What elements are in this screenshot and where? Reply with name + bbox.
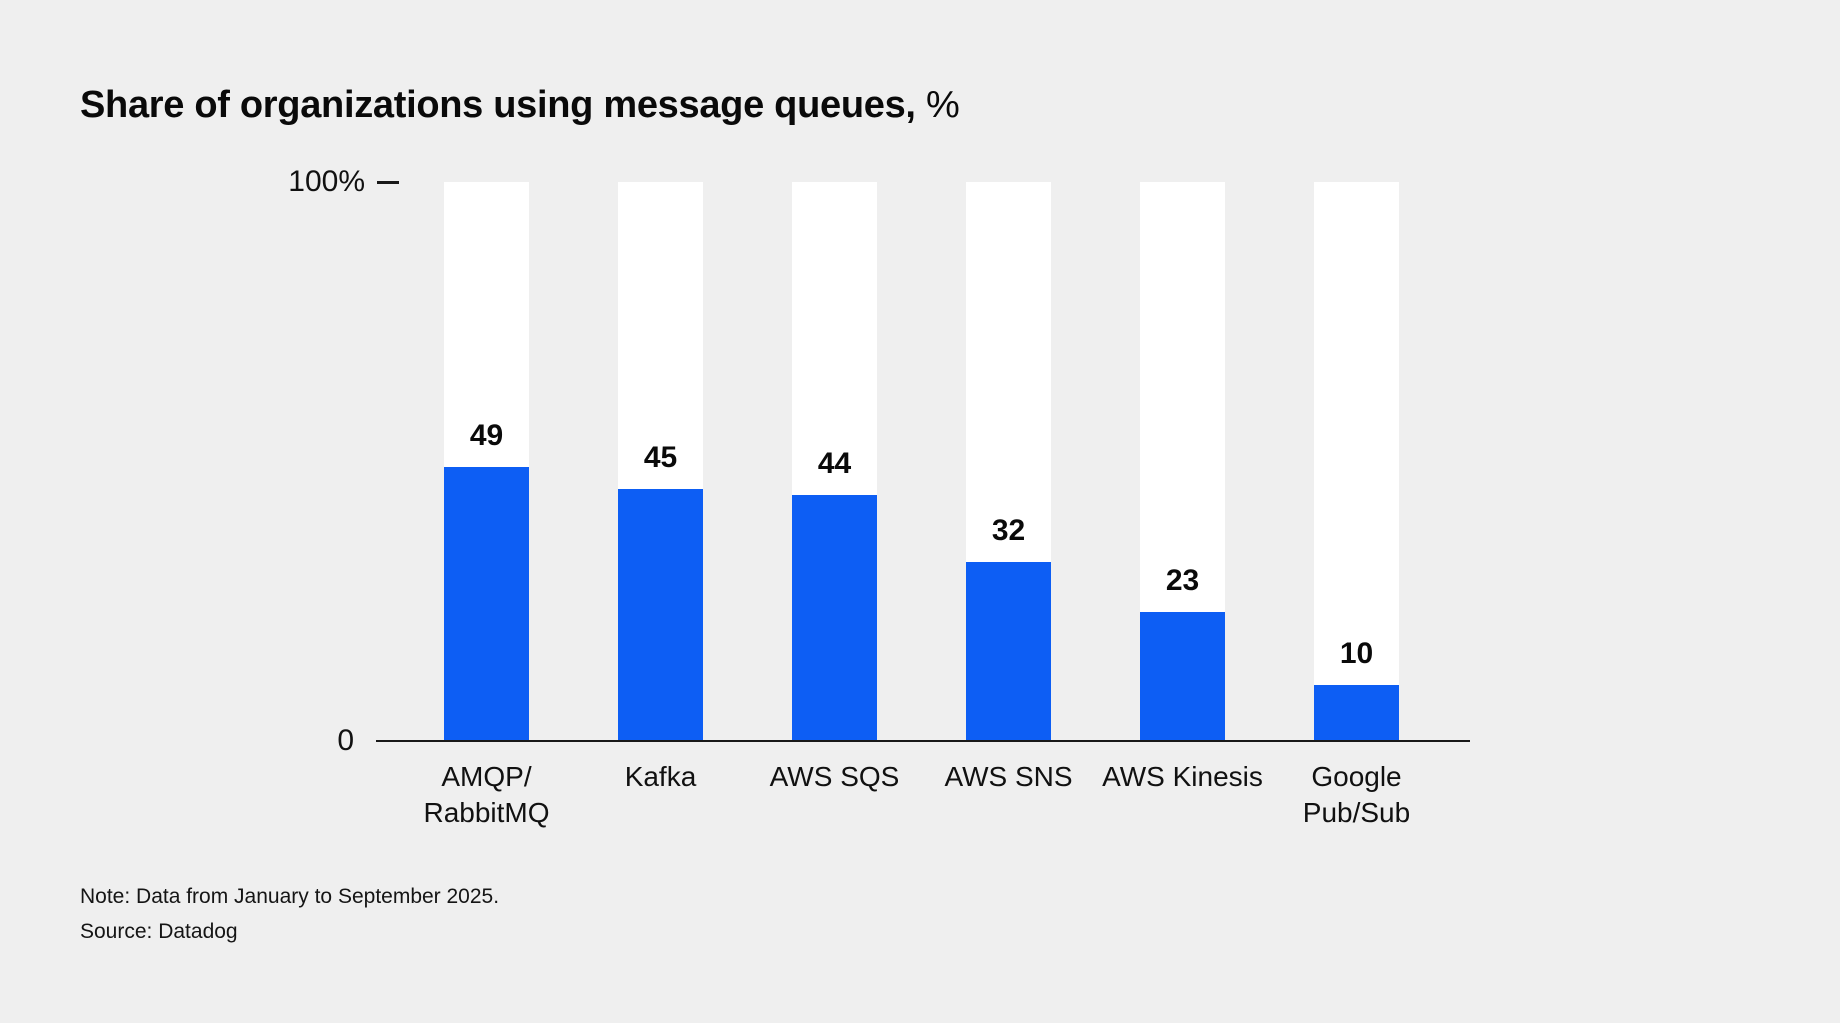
bar-track: 10 Google Pub/Sub — [1303, 182, 1410, 828]
bar — [1140, 612, 1225, 741]
chart-title-text: Share of organizations using message que… — [80, 84, 916, 126]
y-max-text: 100% — [288, 165, 365, 198]
bar-value-label: 44 — [817, 447, 852, 481]
bar — [792, 495, 877, 741]
bar-value-label: 10 — [1339, 637, 1374, 671]
bar-value-label: 32 — [991, 514, 1026, 548]
bar — [444, 467, 529, 741]
source-text: Source: Datadog — [80, 919, 238, 943]
bar-category-label: AWS SNS — [944, 761, 1073, 792]
bar-category-label: AWS SQS — [769, 761, 900, 792]
bar-value-label: 23 — [1165, 564, 1200, 598]
bars-container: 49 AMQP/ RabbitMQ 45 Kafka 44 AWS SQS 32 AWS SN… — [423, 182, 1410, 828]
note-text: Note: Data from January to September 202… — [80, 885, 500, 908]
chart-title: Share of organizations using message que… — [80, 84, 960, 127]
bar-track: 23 AWS Kinesis — [1102, 182, 1263, 792]
chart-title-unit: % — [925, 84, 960, 126]
bar-value-label: 45 — [643, 441, 678, 475]
bar-category-label: Google Pub/Sub — [1302, 761, 1411, 828]
bar-track: 49 AMQP/ RabbitMQ — [423, 182, 550, 828]
bar-chart: 100% 0 49 AMQP/ RabbitMQ 45 Kafka 44 AWS SQS 3… — [288, 165, 1470, 828]
bar — [1314, 685, 1399, 741]
bar-value-label: 49 — [469, 419, 504, 453]
y-axis-min-label: 0 — [337, 724, 354, 757]
y-axis-max-label: 100% — [184, 165, 399, 199]
bar-track: 45 Kafka — [618, 182, 703, 792]
bar-track: 32 AWS SNS — [944, 182, 1073, 792]
bar-category-label: AWS Kinesis — [1102, 761, 1263, 792]
bar-track: 44 AWS SQS — [770, 182, 899, 792]
x-axis-line — [376, 740, 1470, 742]
chart-footnotes: Note: Data from January to September 202… — [80, 880, 499, 949]
bar-category-label: Kafka — [624, 761, 697, 792]
bar-category-label: AMQP/ RabbitMQ — [423, 761, 550, 828]
y-axis-tick-icon — [377, 180, 399, 184]
bar — [966, 562, 1051, 741]
bar — [618, 489, 703, 741]
